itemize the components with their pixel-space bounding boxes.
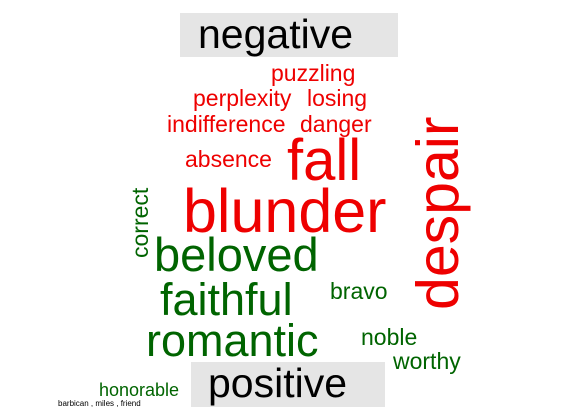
- word-noble: noble: [361, 324, 418, 350]
- word-blunder: blunder: [183, 177, 387, 245]
- word-honorable: honorable: [99, 380, 180, 400]
- footnote-text: barbican , miles , friend: [58, 399, 141, 408]
- negative-group-label: negative: [198, 11, 354, 57]
- word-indifference: indifference: [167, 111, 286, 137]
- word-losing: losing: [307, 85, 368, 111]
- word-puzzling: puzzling: [271, 60, 356, 86]
- word-danger: danger: [300, 111, 372, 137]
- word-absence: absence: [185, 146, 272, 172]
- word-worthy: worthy: [393, 348, 461, 374]
- positive-group-label: positive: [208, 360, 348, 406]
- word-romantic: romantic: [146, 315, 319, 366]
- word-beloved: beloved: [154, 228, 319, 281]
- positive-label-background: [191, 362, 385, 407]
- word-correct: correct: [127, 187, 153, 258]
- word-perplexity: perplexity: [193, 85, 292, 111]
- word-bravo: bravo: [330, 278, 388, 304]
- word-fall: fall: [287, 128, 362, 193]
- word-faithful: faithful: [160, 274, 293, 325]
- word-despair: despair: [405, 116, 471, 310]
- negative-label-background: [180, 13, 398, 57]
